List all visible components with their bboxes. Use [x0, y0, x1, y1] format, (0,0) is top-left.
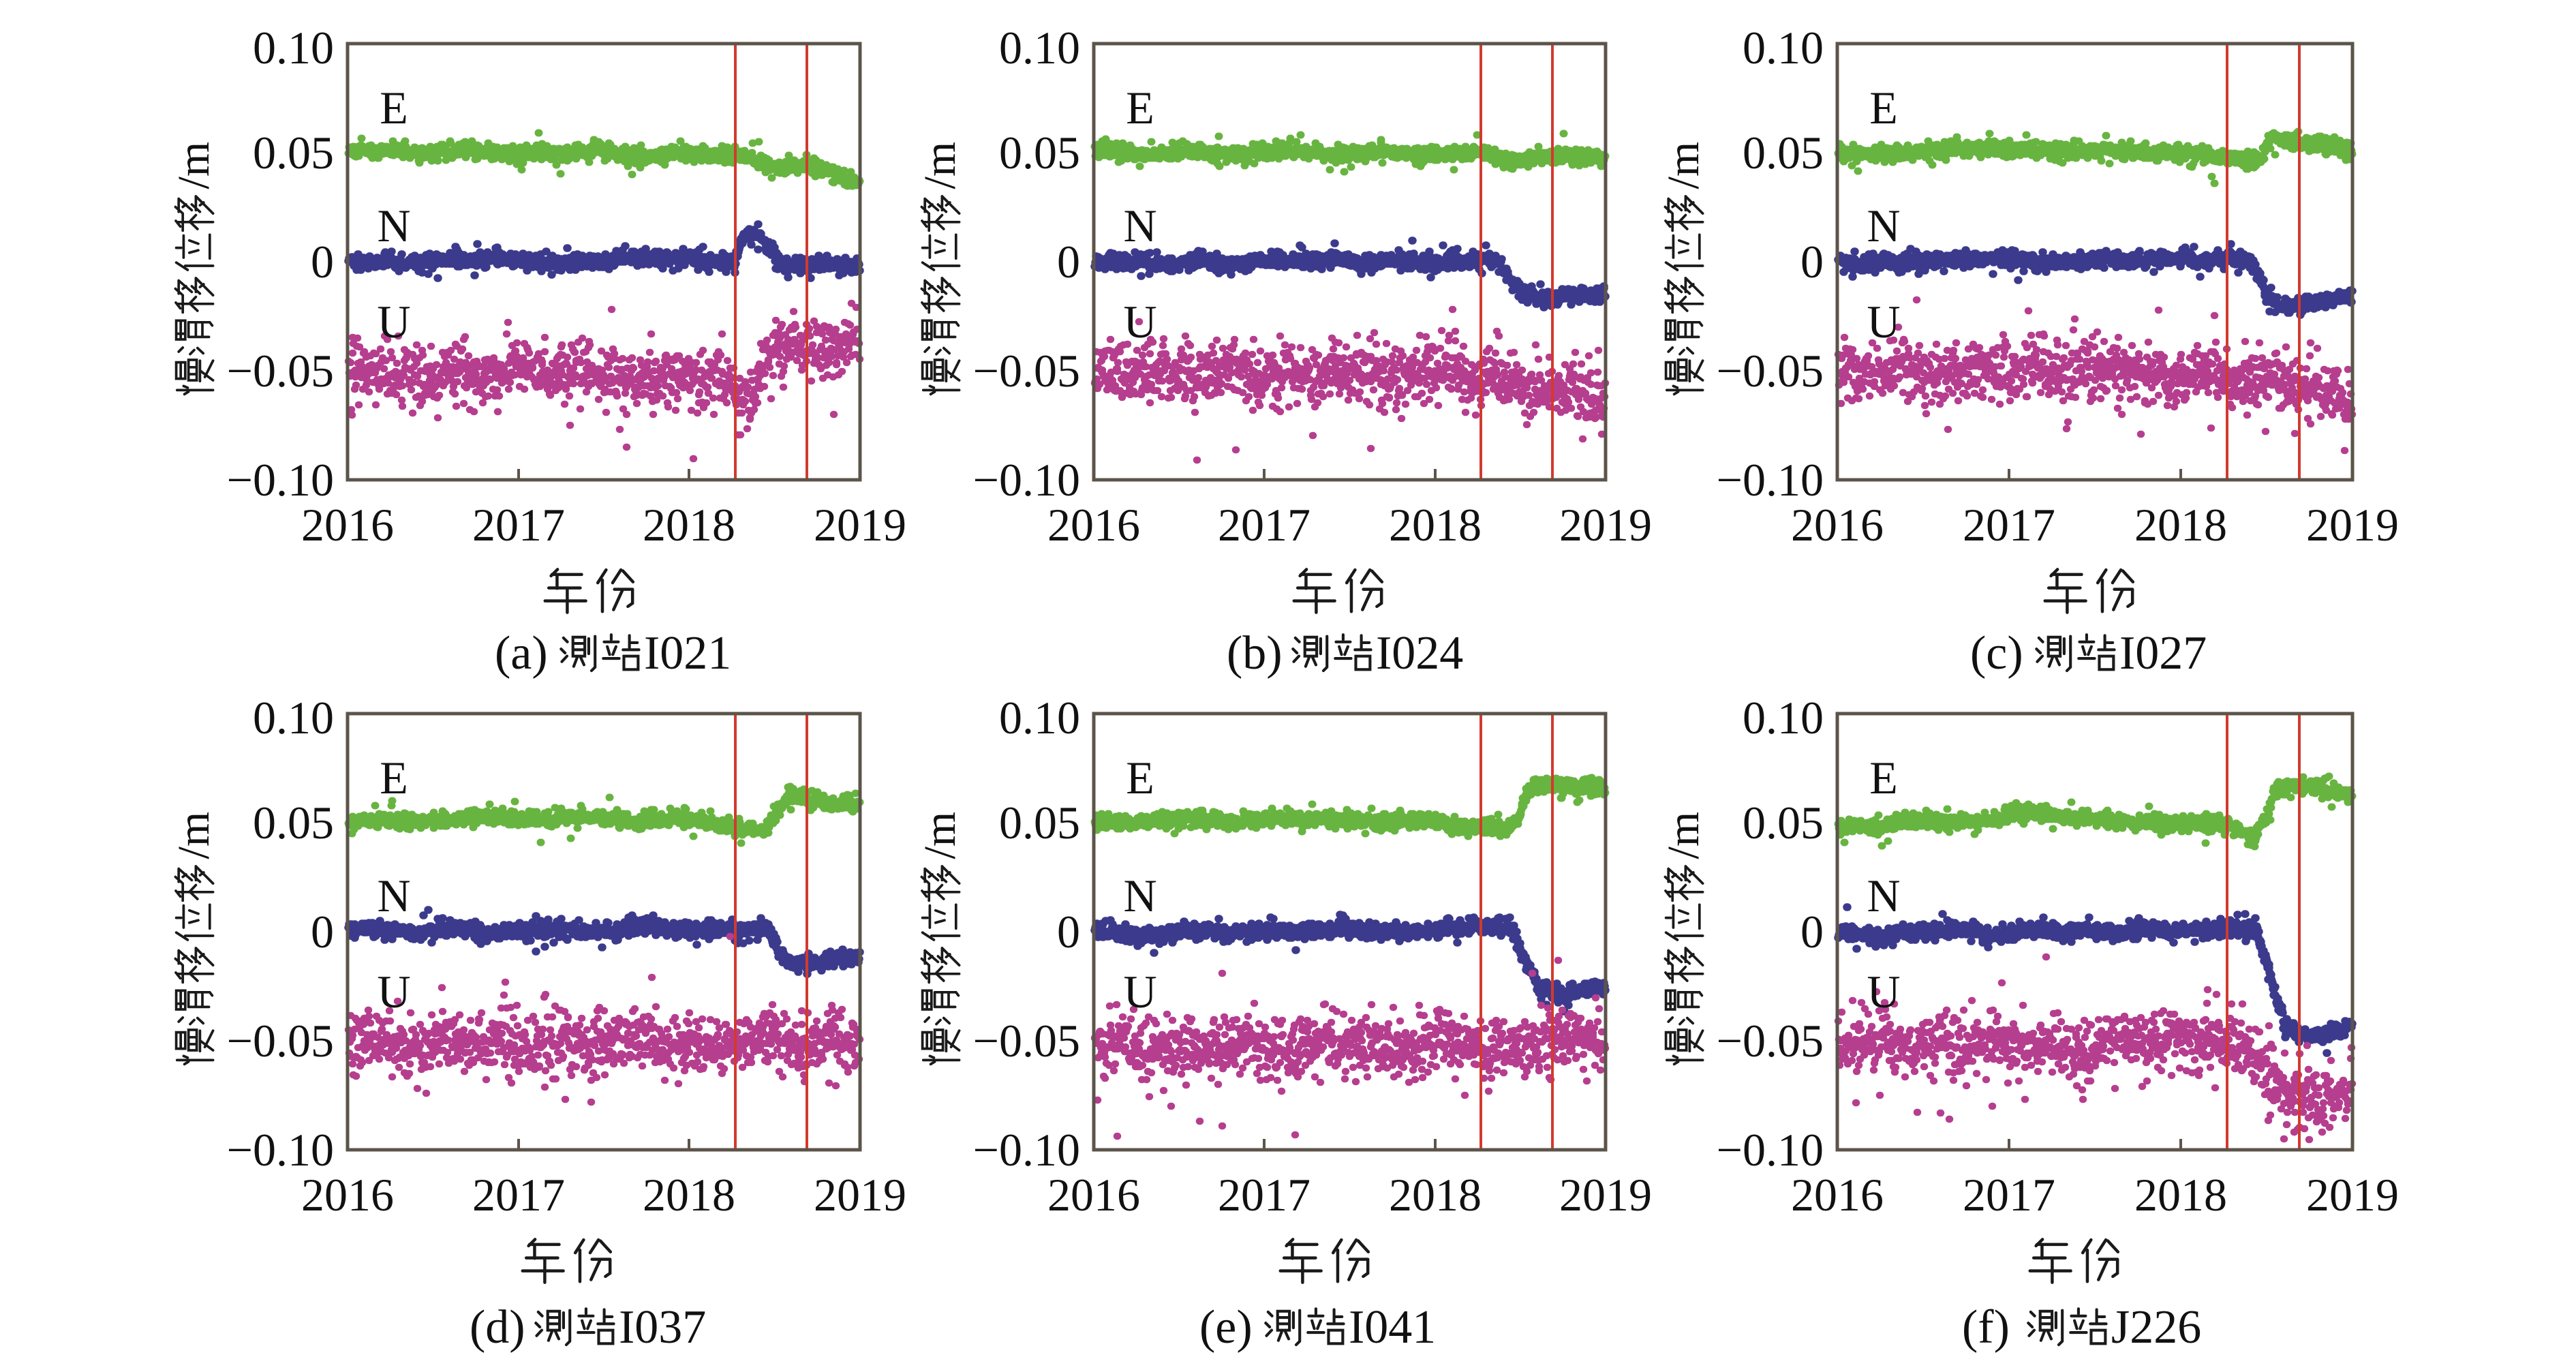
- svg-text:0: 0: [1057, 236, 1080, 288]
- svg-text:/m: /m: [915, 142, 965, 189]
- svg-text:J226: J226: [2111, 1301, 2201, 1354]
- svg-text:2017: 2017: [472, 499, 565, 551]
- svg-text:2017: 2017: [1963, 1169, 2055, 1221]
- svg-text:N: N: [1867, 200, 1900, 251]
- svg-text:E: E: [1126, 752, 1154, 804]
- svg-text:−0.05: −0.05: [1717, 345, 1824, 397]
- svg-text:E: E: [380, 82, 408, 134]
- svg-text:2017: 2017: [1963, 499, 2055, 551]
- svg-text:I041: I041: [1349, 1301, 1436, 1354]
- svg-text:/m: /m: [1659, 142, 1708, 189]
- svg-text:2016: 2016: [1791, 1169, 1884, 1221]
- svg-text:−0.10: −0.10: [1717, 1124, 1824, 1176]
- svg-text:2019: 2019: [2306, 1169, 2399, 1221]
- svg-text:0.10: 0.10: [1743, 22, 1824, 74]
- svg-text:U: U: [1123, 966, 1156, 1018]
- svg-text:N: N: [377, 200, 410, 251]
- svg-text:0: 0: [1800, 906, 1824, 958]
- svg-text:0: 0: [311, 236, 334, 288]
- svg-text:−0.10: −0.10: [227, 1124, 334, 1176]
- svg-text:2017: 2017: [1218, 499, 1310, 551]
- svg-text:E: E: [380, 752, 408, 804]
- svg-text:E: E: [1869, 82, 1898, 134]
- svg-text:I021: I021: [644, 627, 731, 680]
- svg-text:0.05: 0.05: [253, 127, 334, 179]
- svg-text:N: N: [377, 870, 410, 921]
- svg-text:−0.10: −0.10: [973, 1124, 1080, 1176]
- svg-text:0.05: 0.05: [1743, 797, 1824, 849]
- svg-text:(a): (a): [495, 627, 548, 680]
- svg-text:2018: 2018: [643, 1169, 735, 1221]
- svg-text:−0.10: −0.10: [227, 454, 334, 506]
- svg-text:2016: 2016: [301, 499, 394, 551]
- svg-text:E: E: [1126, 82, 1154, 134]
- svg-text:(e): (e): [1199, 1301, 1253, 1354]
- svg-text:2018: 2018: [1389, 499, 1482, 551]
- svg-text:2016: 2016: [1047, 1169, 1140, 1221]
- svg-text:0: 0: [1800, 236, 1824, 288]
- svg-text:N: N: [1867, 870, 1900, 921]
- svg-text:N: N: [1123, 200, 1156, 251]
- svg-text:2018: 2018: [643, 499, 735, 551]
- svg-text:0.05: 0.05: [999, 127, 1080, 179]
- svg-text:2019: 2019: [1559, 499, 1652, 551]
- svg-text:I027: I027: [2119, 627, 2207, 680]
- svg-text:/m: /m: [169, 142, 219, 189]
- svg-text:0: 0: [1057, 906, 1080, 958]
- svg-text:0.10: 0.10: [999, 22, 1080, 74]
- svg-text:(f): (f): [1962, 1301, 2010, 1354]
- svg-text:2019: 2019: [1559, 1169, 1652, 1221]
- svg-text:0.05: 0.05: [1743, 127, 1824, 179]
- svg-text:/m: /m: [169, 812, 219, 859]
- svg-text:0.10: 0.10: [1743, 692, 1824, 744]
- svg-text:−0.05: −0.05: [973, 345, 1080, 397]
- svg-text:2016: 2016: [1791, 499, 1884, 551]
- svg-text:2017: 2017: [1218, 1169, 1310, 1221]
- svg-text:−0.05: −0.05: [227, 1015, 334, 1067]
- svg-text:2019: 2019: [814, 499, 906, 551]
- svg-text:0.10: 0.10: [253, 22, 334, 74]
- svg-text:−0.05: −0.05: [1717, 1015, 1824, 1067]
- svg-text:−0.05: −0.05: [227, 345, 334, 397]
- svg-text:2016: 2016: [301, 1169, 394, 1221]
- svg-text:0.05: 0.05: [999, 797, 1080, 849]
- svg-text:2019: 2019: [814, 1169, 906, 1221]
- svg-text:U: U: [377, 966, 410, 1018]
- svg-text:0.10: 0.10: [253, 692, 334, 744]
- svg-text:0: 0: [311, 906, 334, 958]
- svg-text:E: E: [1869, 752, 1898, 804]
- svg-text:−0.05: −0.05: [973, 1015, 1080, 1067]
- svg-text:2016: 2016: [1047, 499, 1140, 551]
- svg-text:/m: /m: [1659, 812, 1708, 859]
- svg-text:(b): (b): [1227, 627, 1283, 680]
- svg-text:(c): (c): [1970, 627, 2023, 680]
- svg-text:U: U: [1867, 296, 1900, 348]
- svg-text:(d): (d): [470, 1301, 525, 1354]
- svg-text:N: N: [1123, 870, 1156, 921]
- svg-text:U: U: [1123, 296, 1156, 348]
- svg-text:0.05: 0.05: [253, 797, 334, 849]
- svg-text:U: U: [1867, 966, 1900, 1018]
- svg-text:2018: 2018: [2134, 499, 2227, 551]
- svg-text:−0.10: −0.10: [1717, 454, 1824, 506]
- svg-text:/m: /m: [915, 812, 965, 859]
- svg-text:2017: 2017: [472, 1169, 565, 1221]
- svg-text:U: U: [377, 296, 410, 348]
- svg-text:I037: I037: [619, 1301, 706, 1354]
- svg-text:0.10: 0.10: [999, 692, 1080, 744]
- svg-text:−0.10: −0.10: [973, 454, 1080, 506]
- svg-text:2018: 2018: [1389, 1169, 1482, 1221]
- svg-text:2019: 2019: [2306, 499, 2399, 551]
- svg-text:I024: I024: [1376, 627, 1463, 680]
- svg-text:2018: 2018: [2134, 1169, 2227, 1221]
